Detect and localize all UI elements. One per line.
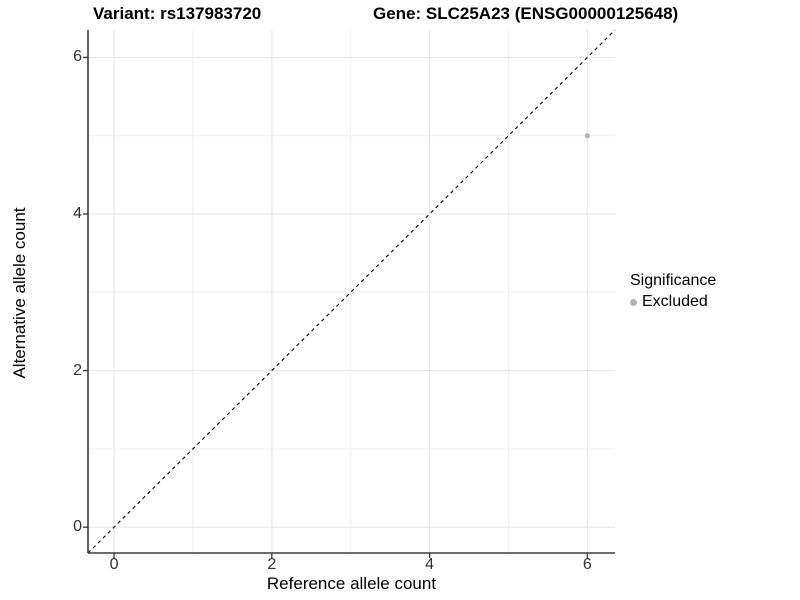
y-tick-label: 4 — [73, 204, 82, 222]
y-tick-label: 0 — [73, 518, 82, 536]
gene-title: Gene: SLC25A23 (ENSG00000125648) — [373, 4, 679, 23]
y-tick-label: 2 — [73, 361, 82, 379]
legend-entry-label: Excluded — [642, 293, 708, 310]
x-axis-title: Reference allele count — [266, 574, 437, 593]
legend-title: Significance — [630, 272, 717, 289]
identity-line — [87, 29, 616, 554]
variant-title: Variant: rs137983720 — [93, 4, 262, 23]
y-tick-label: 6 — [73, 48, 82, 66]
data-point — [584, 133, 590, 139]
x-tick-label: 2 — [267, 556, 277, 573]
legend: Significance Excluded — [630, 272, 716, 311]
x-tick-label: 0 — [109, 556, 119, 573]
x-tick-label: 4 — [425, 556, 435, 573]
x-tick-label: 6 — [582, 556, 592, 573]
legend-entry-excluded: Excluded — [630, 293, 716, 311]
excluded-dot-icon — [630, 298, 637, 306]
y-axis-title: Alternative allele count — [10, 207, 29, 379]
